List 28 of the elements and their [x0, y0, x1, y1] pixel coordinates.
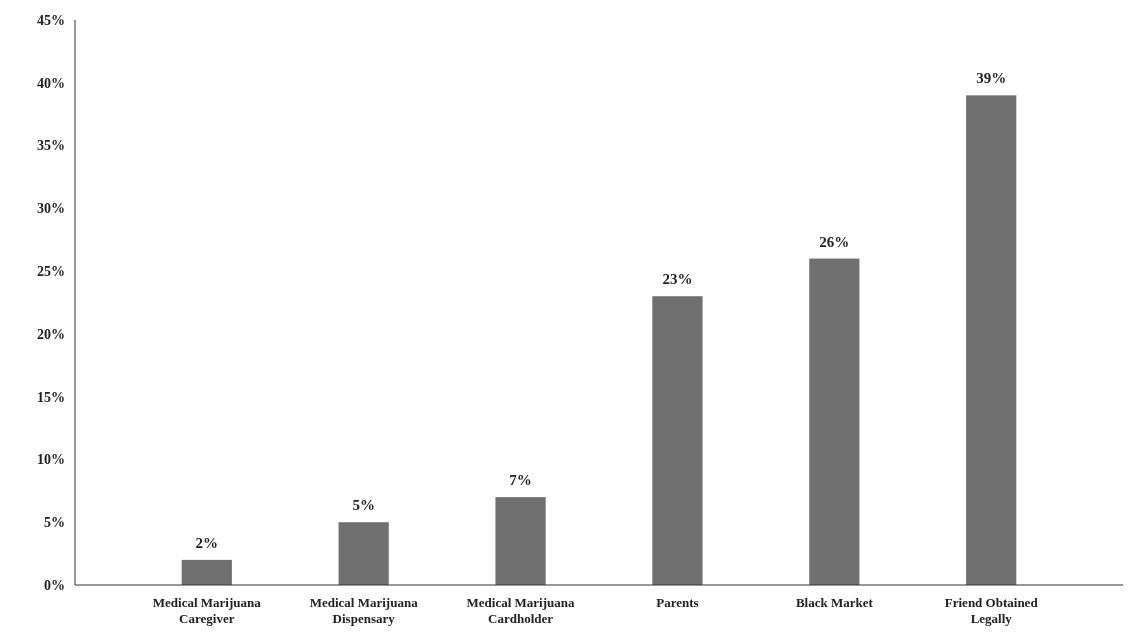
x-tick-label: Medical Marijuana Dispensary: [309, 595, 419, 626]
data-label: 7%: [509, 472, 532, 489]
data-label: 5%: [352, 497, 375, 514]
x-tick-label: Medical Marijuana Caregiver: [152, 595, 262, 626]
y-tick-label: 25%: [37, 264, 65, 280]
y-tick-label: 20%: [37, 326, 65, 342]
bar: [495, 497, 546, 585]
data-label: 2%: [195, 534, 219, 551]
bar: [809, 258, 860, 585]
y-tick-label: 30%: [37, 201, 65, 217]
bar: [181, 559, 232, 585]
x-tick-label: Friend Obtained Legally: [944, 595, 1039, 626]
y-tick-label: 5%: [44, 515, 65, 531]
x-tick-label: Parents: [656, 595, 699, 610]
y-tick-label: 35%: [37, 138, 65, 154]
x-tick-label: Medical Marijuana Cardholder: [466, 595, 576, 626]
data-label: 39%: [976, 70, 1007, 87]
bar: [338, 522, 389, 585]
bar: [652, 296, 703, 585]
y-tick-label: 40%: [37, 75, 65, 91]
data-label: 26%: [819, 233, 850, 250]
bar: [966, 95, 1017, 585]
data-label: 23%: [662, 271, 693, 288]
y-tick-label: 15%: [37, 389, 65, 405]
x-tick-label: Black Market: [795, 595, 874, 610]
y-tick-label: 45%: [37, 12, 65, 28]
y-tick-label: 0%: [44, 577, 65, 593]
y-tick-label: 10%: [37, 452, 65, 468]
